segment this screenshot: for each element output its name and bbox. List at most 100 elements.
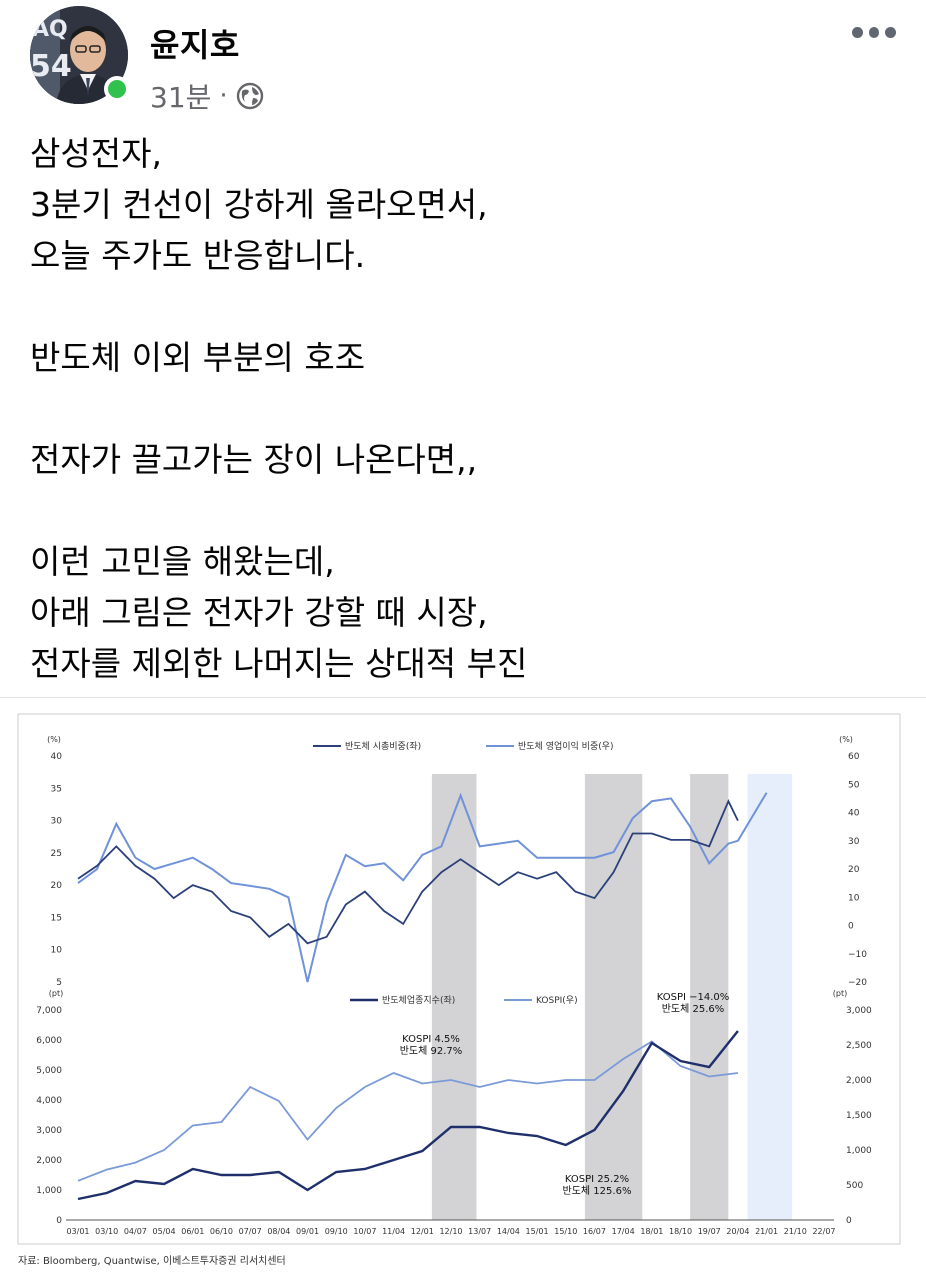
post-text: 삼성전자, 3분기 컨선이 강하게 올라오면서, 오늘 주가도 반응합니다. 반… [30,128,890,689]
panel2-left-tick: 5,000 [36,1066,62,1076]
x-tick-label: 09/10 [325,1227,348,1236]
x-tick-label: 21/10 [784,1227,807,1236]
post-line-blank [30,383,890,434]
avatar[interactable]: AQ 54 [30,6,130,104]
profile-photo: AQ 54 [30,6,128,104]
panel2-left-unit: (pt) [49,989,63,998]
x-tick-label: 15/01 [526,1227,549,1236]
post-time[interactable]: 31분 [150,81,212,114]
author-name[interactable]: 윤지호 [150,26,240,64]
x-tick-label: 10/07 [353,1227,376,1236]
panel1-right-tick: 40 [848,809,860,819]
post-line: 전자가 끌고가는 장이 나온다면,, [30,440,478,479]
panel2-left-tick: 1,000 [36,1186,62,1196]
panel1-left-tick: 40 [51,752,63,762]
series-line-op-share [77,792,768,983]
panel1-left-tick: 20 [51,881,63,891]
post-line-blank [30,485,890,536]
series-line-semis-index [77,1030,739,1201]
post-line: 전자를 제외한 나머지는 상대적 부진 [30,644,528,683]
x-tick-label: 17/04 [612,1227,635,1236]
x-tick-label: 16/07 [583,1227,606,1236]
x-tick-label: 21/01 [755,1227,778,1236]
series-line-mcap-share [77,799,739,945]
panel2-right-tick: 2,500 [846,1041,872,1051]
legend-label: KOSPI(우) [536,995,578,1006]
legend-label: 반도체 시총비중(좌) [345,741,421,752]
x-tick-label: 03/01 [66,1227,89,1236]
panel2-right-tick: 2,000 [846,1076,872,1086]
panel2-left-tick: 2,000 [36,1156,62,1166]
annotation-kospi: KOSPI 4.5% [402,1034,460,1045]
panel2-left-tick: 6,000 [36,1036,62,1046]
x-tick-label: 06/01 [181,1227,204,1236]
post-chart-image[interactable]: (%) (%) 40 35 30 25 20 15 10 5 60 50 40 30 20 10 0 −10 −20… [16,712,902,1280]
meta-separator: · [219,81,228,111]
panel1-left-tick: 5 [56,978,62,988]
panel2-left-tick: 3,000 [36,1126,62,1136]
more-options-icon[interactable] [852,24,897,40]
post-header: AQ 54 윤지호 31분 · [30,6,900,116]
panel2-right-tick: 500 [846,1181,863,1191]
x-tick-label: 22/07 [812,1227,835,1236]
x-tick-label: 13/07 [468,1227,491,1236]
post-line: 3분기 컨선이 강하게 올라오면서, [30,185,488,224]
panel1-right-tick: 60 [848,752,860,762]
x-tick-label: 14/04 [497,1227,520,1236]
panel1-right-tick: 0 [848,922,854,932]
panel1-right-tick: −20 [848,978,867,988]
panel1-right-tick: 10 [848,893,860,903]
globe-icon[interactable] [236,82,264,110]
panel2-left-tick: 7,000 [36,1006,62,1016]
panel1-right-unit: (%) [839,735,853,744]
chart-figure: (%) (%) 40 35 30 25 20 15 10 5 60 50 40 30 20 10 0 −10 −20… [16,712,902,1280]
post-line: 반도체 이외 부분의 호조 [30,338,366,377]
panel1-left-unit: (%) [47,735,61,744]
x-tick-label: 15/10 [554,1227,577,1236]
x-tick-label: 20/04 [726,1227,749,1236]
x-tick-label: 11/04 [382,1227,405,1236]
x-tick-label: 03/10 [95,1227,118,1236]
svg-text:AQ: AQ [32,17,68,42]
annotation-semis: 반도체 25.6% [662,1003,725,1015]
panel1-right-tick: 30 [848,837,860,847]
annotation-semis: 반도체 125.6% [563,1185,632,1197]
legend-label: 반도체업종지수(좌) [382,995,455,1006]
x-tick-label: 18/10 [669,1227,692,1236]
shaded-period [584,774,643,1220]
series-line-kospi [77,1040,739,1182]
panel1-left-tick: 30 [51,817,63,827]
post-line-blank [30,281,890,332]
panel1-right-tick: 20 [848,865,860,875]
shaded-period [747,774,793,1220]
post-line: 삼성전자, [30,134,162,173]
post-line: 이런 고민을 해왔는데, [30,542,335,581]
x-tick-label: 05/04 [153,1227,176,1236]
online-status-icon [104,76,130,102]
legend-label: 반도체 영업이익 비중(우) [518,740,614,752]
panel2-right-tick: 1,500 [846,1111,872,1121]
post-line: 아래 그림은 전자가 강할 때 시장, [30,593,488,632]
panel2-left-tick: 4,000 [36,1096,62,1106]
post-line: 오늘 주가도 반응합니다. [30,236,366,275]
x-tick-label: 09/01 [296,1227,319,1236]
x-tick-label: 19/07 [698,1227,721,1236]
annotation-kospi: KOSPI 25.2% [565,1174,629,1185]
x-tick-label: 08/04 [267,1227,290,1236]
panel1-left-tick: 25 [51,849,62,859]
x-tick-label: 07/07 [239,1227,262,1236]
panel1-right-tick: 50 [848,780,860,790]
chart-source: 자료: Bloomberg, Quantwise, 이베스트투자증권 리서치센터 [18,1255,286,1267]
post-meta: 31분 · [150,76,264,116]
panel1-right-tick: −10 [848,950,867,960]
panel1-left-tick: 15 [51,913,62,923]
annotation-kospi: KOSPI −14.0% [657,992,730,1003]
shaded-period [690,774,729,1220]
x-tick-label: 06/10 [210,1227,233,1236]
x-tick-label: 04/07 [124,1227,147,1236]
panel1-left-tick: 35 [51,784,62,794]
x-tick-label: 18/01 [640,1227,663,1236]
x-tick-label: 12/01 [411,1227,434,1236]
svg-text:54: 54 [30,49,72,84]
annotation-semis: 반도체 92.7% [400,1045,463,1057]
